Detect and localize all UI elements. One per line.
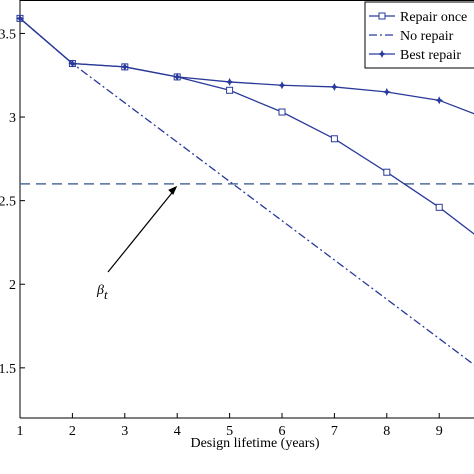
marker-star xyxy=(278,81,286,90)
legend-marker xyxy=(378,50,386,58)
marker-star xyxy=(435,96,444,105)
x-tick-label: 9 xyxy=(436,424,443,439)
annotation-symbol: β xyxy=(96,283,104,298)
x-tick-label: 3 xyxy=(121,424,128,439)
legend-label: No repair xyxy=(400,29,454,44)
x-tick-label: 6 xyxy=(279,424,286,439)
y-tick-label: 3 xyxy=(9,111,16,126)
legend-label: Repair once xyxy=(400,10,467,25)
y-tick-label: 3.5 xyxy=(0,27,16,42)
marker-square xyxy=(226,86,234,94)
series-line xyxy=(19,17,474,366)
marker-square xyxy=(383,168,391,176)
marker-star xyxy=(16,14,24,23)
marker-star xyxy=(382,87,391,96)
legend-label: Best repair xyxy=(400,48,461,63)
marker-star xyxy=(225,77,234,86)
x-tick-label: 7 xyxy=(331,424,338,439)
annotation-subscript: t xyxy=(104,287,108,302)
y-tick-label: 2 xyxy=(9,278,16,293)
marker-star xyxy=(330,82,339,91)
marker-square xyxy=(330,135,338,143)
x-tick-label: 1 xyxy=(17,424,24,439)
marker-star xyxy=(68,59,77,68)
marker-square xyxy=(435,203,443,211)
legend-marker xyxy=(378,12,386,20)
annotation-arrow xyxy=(107,188,176,273)
x-tick-label: 8 xyxy=(383,424,390,439)
marker-star xyxy=(120,62,129,71)
x-tick-label: 4 xyxy=(174,424,181,439)
x-tick-label: 2 xyxy=(69,424,76,439)
series-line xyxy=(19,17,474,115)
y-tick-label: 2.5 xyxy=(0,195,16,210)
arrow-head xyxy=(168,185,178,195)
annotation-label: βt xyxy=(96,283,108,302)
x-axis-label: Design lifetime (years) xyxy=(190,436,319,451)
marker-square xyxy=(278,108,286,116)
marker-star xyxy=(173,72,182,81)
x-tick-label: 5 xyxy=(226,424,233,439)
y-tick-label: 1.5 xyxy=(0,362,16,377)
